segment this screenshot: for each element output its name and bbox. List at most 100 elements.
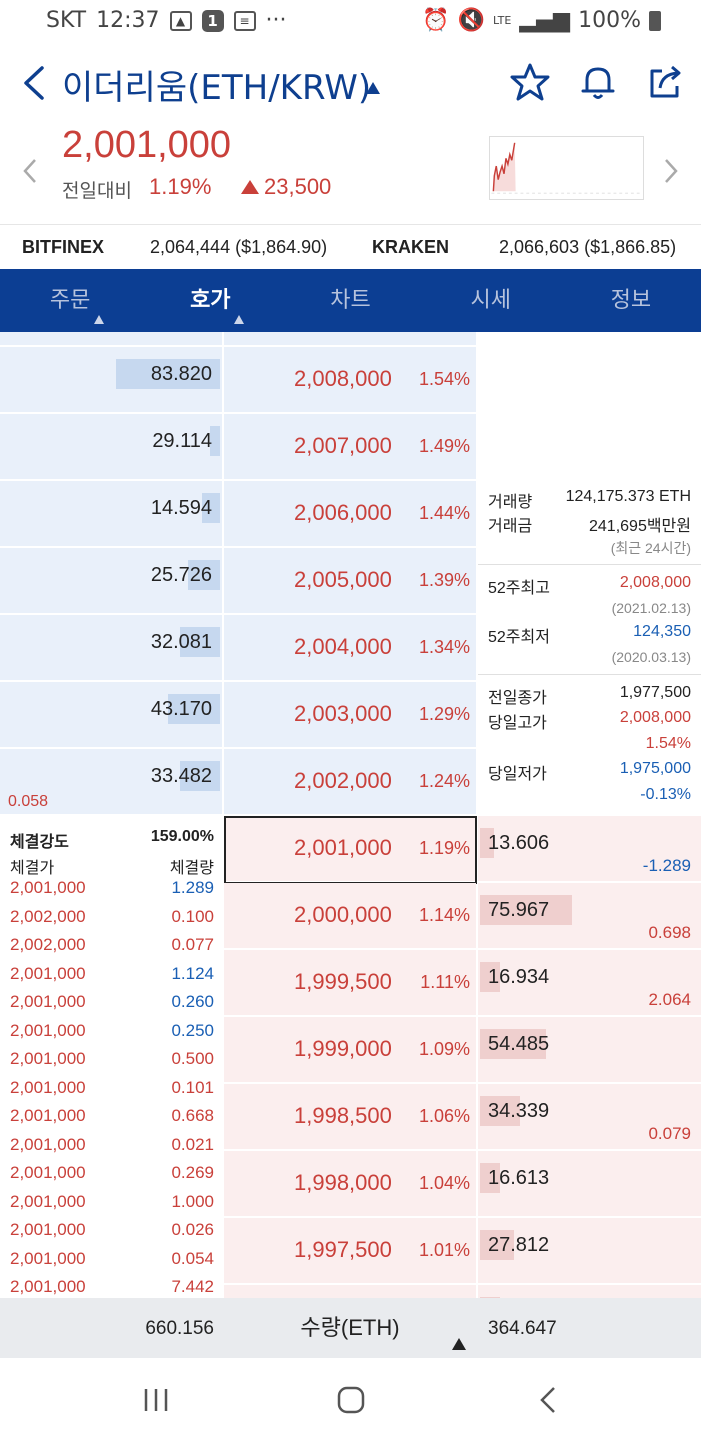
tab-orderbook-caret-icon bbox=[234, 315, 245, 324]
bid-volume-cell[interactable]: 34.339 0.079 bbox=[478, 1084, 701, 1149]
bid-price-cell[interactable]: 1,999,500 1.11% bbox=[224, 950, 476, 1015]
tab-market[interactable]: 시세 bbox=[421, 269, 561, 332]
bid-volume-cell[interactable]: 75.967 0.698 bbox=[478, 883, 701, 948]
ask-row[interactable]: 14.594 2,006,000 1.44% bbox=[0, 481, 476, 547]
bid-volume: 75.967 bbox=[488, 899, 550, 921]
high52-value: 2,008,000 bbox=[619, 574, 691, 591]
share-icon[interactable] bbox=[644, 60, 688, 104]
ask-volume-cell[interactable]: 83.820 bbox=[0, 347, 222, 412]
trade-price: 2,001,000 bbox=[10, 1077, 86, 1097]
signal-icon: ▂▄▆ bbox=[519, 8, 571, 33]
volume-value: 124,175.373 ETH bbox=[565, 488, 691, 505]
tab-chart[interactable]: 차트 bbox=[280, 269, 420, 332]
bid-rate: 1.14% bbox=[418, 905, 470, 925]
ask-rate: 1.34% bbox=[418, 637, 470, 657]
bid-volume-bar bbox=[480, 1029, 546, 1059]
bid-volume-bar bbox=[480, 828, 494, 858]
prev-coin-chevron-icon[interactable] bbox=[18, 156, 42, 186]
bid-volume-bar bbox=[480, 1230, 514, 1260]
bid-volume-bar bbox=[480, 895, 572, 925]
ask-volume-cell[interactable]: 29.114 bbox=[0, 414, 222, 479]
bid-row[interactable]: 2,001,000 1.19% 13.606 -1.289 bbox=[224, 816, 701, 884]
bid-volume-bar bbox=[480, 1163, 500, 1193]
ask-row[interactable]: 83.820 2,008,000 1.54% bbox=[0, 347, 476, 413]
bid-price-cell[interactable]: 1,997,500 1.01% bbox=[224, 1218, 476, 1283]
ask-volume-bar bbox=[180, 761, 220, 791]
ask-volume-cell[interactable]: 32.081 bbox=[0, 615, 222, 680]
notification-count-badge: 1 bbox=[201, 9, 224, 32]
trade-qty: 0.101 bbox=[171, 1077, 214, 1097]
ask-volume-bar bbox=[168, 694, 220, 724]
bid-rate: 1.04% bbox=[418, 1173, 470, 1193]
day-high-rate: 1.54% bbox=[645, 735, 691, 752]
home-icon[interactable] bbox=[335, 1384, 367, 1416]
trade-price: 2,001,000 bbox=[10, 992, 86, 1011]
bid-row[interactable]: 1,997,500 1.01% 27.812 bbox=[224, 1218, 701, 1284]
ask-volume-cell[interactable]: 43.170 bbox=[0, 682, 222, 747]
coin-title[interactable]: 이더리움(ETH/KRW) bbox=[62, 68, 372, 108]
ask-price-cell[interactable]: 2,005,000 1.39% bbox=[224, 548, 476, 613]
current-price: 2,001,000 bbox=[62, 124, 232, 166]
back-nav-icon[interactable] bbox=[534, 1384, 562, 1416]
tab-orderbook[interactable]: 호가 bbox=[140, 269, 280, 332]
bid-row[interactable]: 1,998,000 1.04% 16.613 bbox=[224, 1151, 701, 1217]
day-low-label: 당일저가 bbox=[488, 766, 547, 783]
recent-apps-icon[interactable] bbox=[140, 1386, 172, 1414]
trade-price: 2,001,000 bbox=[10, 1134, 86, 1154]
day-high-value: 2,008,000 bbox=[619, 709, 691, 726]
ask-row[interactable]: 43.170 2,003,000 1.29% bbox=[0, 682, 476, 748]
mute-icon: 🔇 bbox=[457, 8, 486, 33]
back-arrow-icon[interactable] bbox=[16, 58, 56, 108]
info-divider bbox=[478, 674, 701, 675]
bid-row[interactable]: 1,998,500 1.06% 34.339 0.079 bbox=[224, 1084, 701, 1150]
ask-volume-cell[interactable]: 25.726 bbox=[0, 548, 222, 613]
bid-price-cell[interactable]: 2,001,000 1.19% bbox=[224, 816, 476, 881]
alarm-icon: ⏰ bbox=[422, 8, 450, 33]
trade-row: 2,002,000 0.100 bbox=[10, 907, 214, 935]
ask-total-cell: 660.156 bbox=[0, 1298, 222, 1358]
ask-row[interactable]: 25.726 2,005,000 1.39% bbox=[0, 548, 476, 614]
tab-info[interactable]: 정보 bbox=[561, 269, 701, 332]
ask-price-cell[interactable]: 2,003,000 1.29% bbox=[224, 682, 476, 747]
bid-price-cell[interactable]: 1,998,500 1.06% bbox=[224, 1084, 476, 1149]
alert-bell-icon[interactable] bbox=[576, 60, 620, 104]
bid-row[interactable]: 1,999,000 1.09% 54.485 bbox=[224, 1017, 701, 1083]
more-notifications-icon: ··· bbox=[265, 8, 287, 33]
ask-price-cell[interactable]: 2,006,000 1.44% bbox=[224, 481, 476, 546]
bid-row[interactable]: 1,999,500 1.11% 16.934 2.064 bbox=[224, 950, 701, 1016]
ask-row[interactable]: 29.114 2,007,000 1.49% bbox=[0, 414, 476, 480]
next-coin-chevron-icon[interactable] bbox=[659, 156, 683, 186]
trade-row: 2,001,000 0.250 bbox=[10, 1021, 214, 1049]
bid-rate: 1.06% bbox=[418, 1106, 470, 1126]
orderbook[interactable]: 83.820 2,008,000 1.54% 29.114 2,007,000 1.49%… bbox=[0, 332, 701, 1298]
bid-price: 1,999,000 bbox=[294, 1036, 392, 1061]
ask-price-cell[interactable]: 2,002,000 1.24% bbox=[224, 749, 476, 814]
bid-volume-cell[interactable]: 13.606 -1.289 bbox=[478, 816, 701, 881]
bid-volume-cell[interactable]: 16.613 bbox=[478, 1151, 701, 1216]
ask-volume: 29.114 bbox=[152, 430, 212, 452]
ask-price-cell[interactable]: 2,007,000 1.49% bbox=[224, 414, 476, 479]
bid-change: 2.064 bbox=[648, 990, 691, 1009]
bid-price-cell[interactable]: 2,000,000 1.14% bbox=[224, 883, 476, 948]
tab-order[interactable]: 주문 bbox=[0, 269, 140, 332]
favorite-star-icon[interactable] bbox=[508, 60, 552, 104]
bid-volume-cell[interactable]: 54.485 bbox=[478, 1017, 701, 1082]
ask-price: 2,007,000 bbox=[294, 433, 392, 458]
coin-selector-caret-icon[interactable] bbox=[366, 82, 380, 94]
bid-price-cell[interactable]: 1,999,000 1.09% bbox=[224, 1017, 476, 1082]
foreign-exchange-prices: BITFINEX 2,064,444 ($1,864.90) KRAKEN 2,… bbox=[0, 224, 701, 269]
ask-price-cell[interactable]: 2,008,000 1.54% bbox=[224, 347, 476, 412]
ask-volume-cell[interactable]: 33.482 bbox=[0, 749, 222, 814]
ask-row[interactable]: 32.081 2,004,000 1.34% bbox=[0, 615, 476, 681]
ask-rate: 1.54% bbox=[418, 369, 470, 389]
ask-price-cell[interactable]: 2,004,000 1.34% bbox=[224, 615, 476, 680]
bid-row[interactable]: 2,000,000 1.14% 75.967 0.698 bbox=[224, 883, 701, 949]
ask-volume-cell[interactable]: 14.594 bbox=[0, 481, 222, 546]
bid-volume-cell[interactable]: 16.934 2.064 bbox=[478, 950, 701, 1015]
bid-volume: 27.812 bbox=[488, 1234, 550, 1256]
ask-row[interactable]: 33.482 2,002,000 1.24% bbox=[0, 749, 476, 815]
bid-price-cell[interactable]: 1,998,000 1.04% bbox=[224, 1151, 476, 1216]
bid-volume-cell[interactable]: 27.812 bbox=[478, 1218, 701, 1283]
mini-price-chart[interactable] bbox=[489, 136, 644, 200]
unit-selector[interactable]: 수량(ETH) bbox=[224, 1298, 476, 1358]
